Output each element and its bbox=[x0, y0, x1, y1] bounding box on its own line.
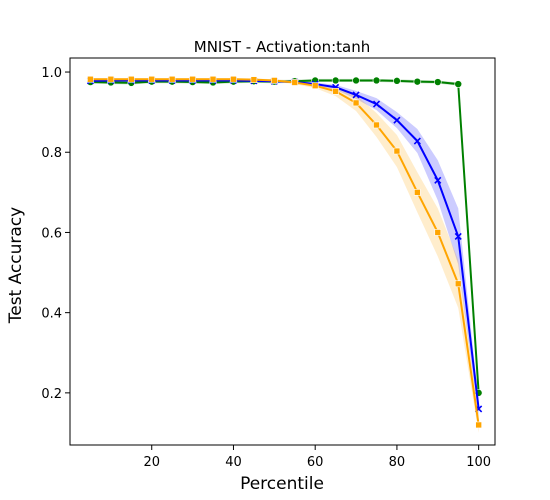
series-0-point bbox=[413, 77, 422, 86]
series-2-point bbox=[189, 75, 196, 83]
series-0-point bbox=[433, 78, 442, 86]
series-0-point bbox=[372, 76, 381, 85]
series-2-point bbox=[107, 75, 115, 83]
series-0-point bbox=[331, 76, 340, 85]
y-tick-label: 1.0 bbox=[41, 66, 62, 81]
series-2-point bbox=[352, 99, 360, 107]
series-2-point bbox=[311, 82, 319, 89]
series-2-point bbox=[168, 75, 176, 83]
y-axis: 0.2 0.4 0.6 0.8 1.0 bbox=[41, 66, 70, 402]
series-2-point bbox=[250, 76, 258, 83]
series-2-point bbox=[454, 280, 462, 288]
series-2-point bbox=[373, 121, 380, 129]
series-0-point bbox=[393, 77, 401, 85]
plot-area bbox=[86, 75, 483, 433]
y-tick-label: 0.8 bbox=[41, 146, 62, 161]
series-1-point bbox=[434, 176, 442, 184]
x-tick-label: 40 bbox=[225, 455, 242, 470]
y-tick-label: 0.6 bbox=[41, 226, 62, 241]
chart-title: MNIST - Activation:tanh bbox=[194, 38, 370, 56]
series-2-point bbox=[291, 79, 299, 86]
series-1-point bbox=[372, 100, 381, 108]
series-2-point bbox=[393, 147, 401, 155]
y-axis-label: Test Accuracy bbox=[6, 207, 26, 325]
series-1-point bbox=[352, 91, 360, 99]
series-0-point bbox=[352, 76, 360, 85]
series-2-point bbox=[87, 75, 94, 83]
x-tick-label: 20 bbox=[143, 455, 160, 470]
series-2-point bbox=[414, 189, 421, 196]
series-2-point bbox=[230, 75, 237, 83]
y-tick-label: 0.4 bbox=[41, 307, 62, 322]
series-2-line bbox=[90, 78, 480, 426]
y-tick-label: 0.2 bbox=[41, 387, 62, 402]
series-1-point bbox=[413, 137, 421, 145]
series-1-point bbox=[393, 116, 401, 124]
series-2-point bbox=[127, 75, 135, 83]
series-2-point bbox=[209, 75, 217, 83]
series-2-point bbox=[434, 229, 442, 236]
series-1-point bbox=[454, 232, 462, 241]
x-tick-label: 100 bbox=[466, 455, 491, 470]
series-0-point bbox=[454, 80, 463, 88]
x-tick-label: 60 bbox=[307, 455, 324, 470]
x-axis: 20 40 60 80 100 bbox=[143, 445, 491, 470]
x-tick-label: 80 bbox=[389, 455, 406, 470]
x-axis-label: Percentile bbox=[240, 474, 324, 494]
series-2-point bbox=[148, 75, 156, 83]
plot-frame bbox=[69, 57, 496, 446]
series-2-point bbox=[475, 421, 482, 429]
series-2-point bbox=[332, 87, 339, 95]
series-2-point bbox=[271, 77, 278, 84]
